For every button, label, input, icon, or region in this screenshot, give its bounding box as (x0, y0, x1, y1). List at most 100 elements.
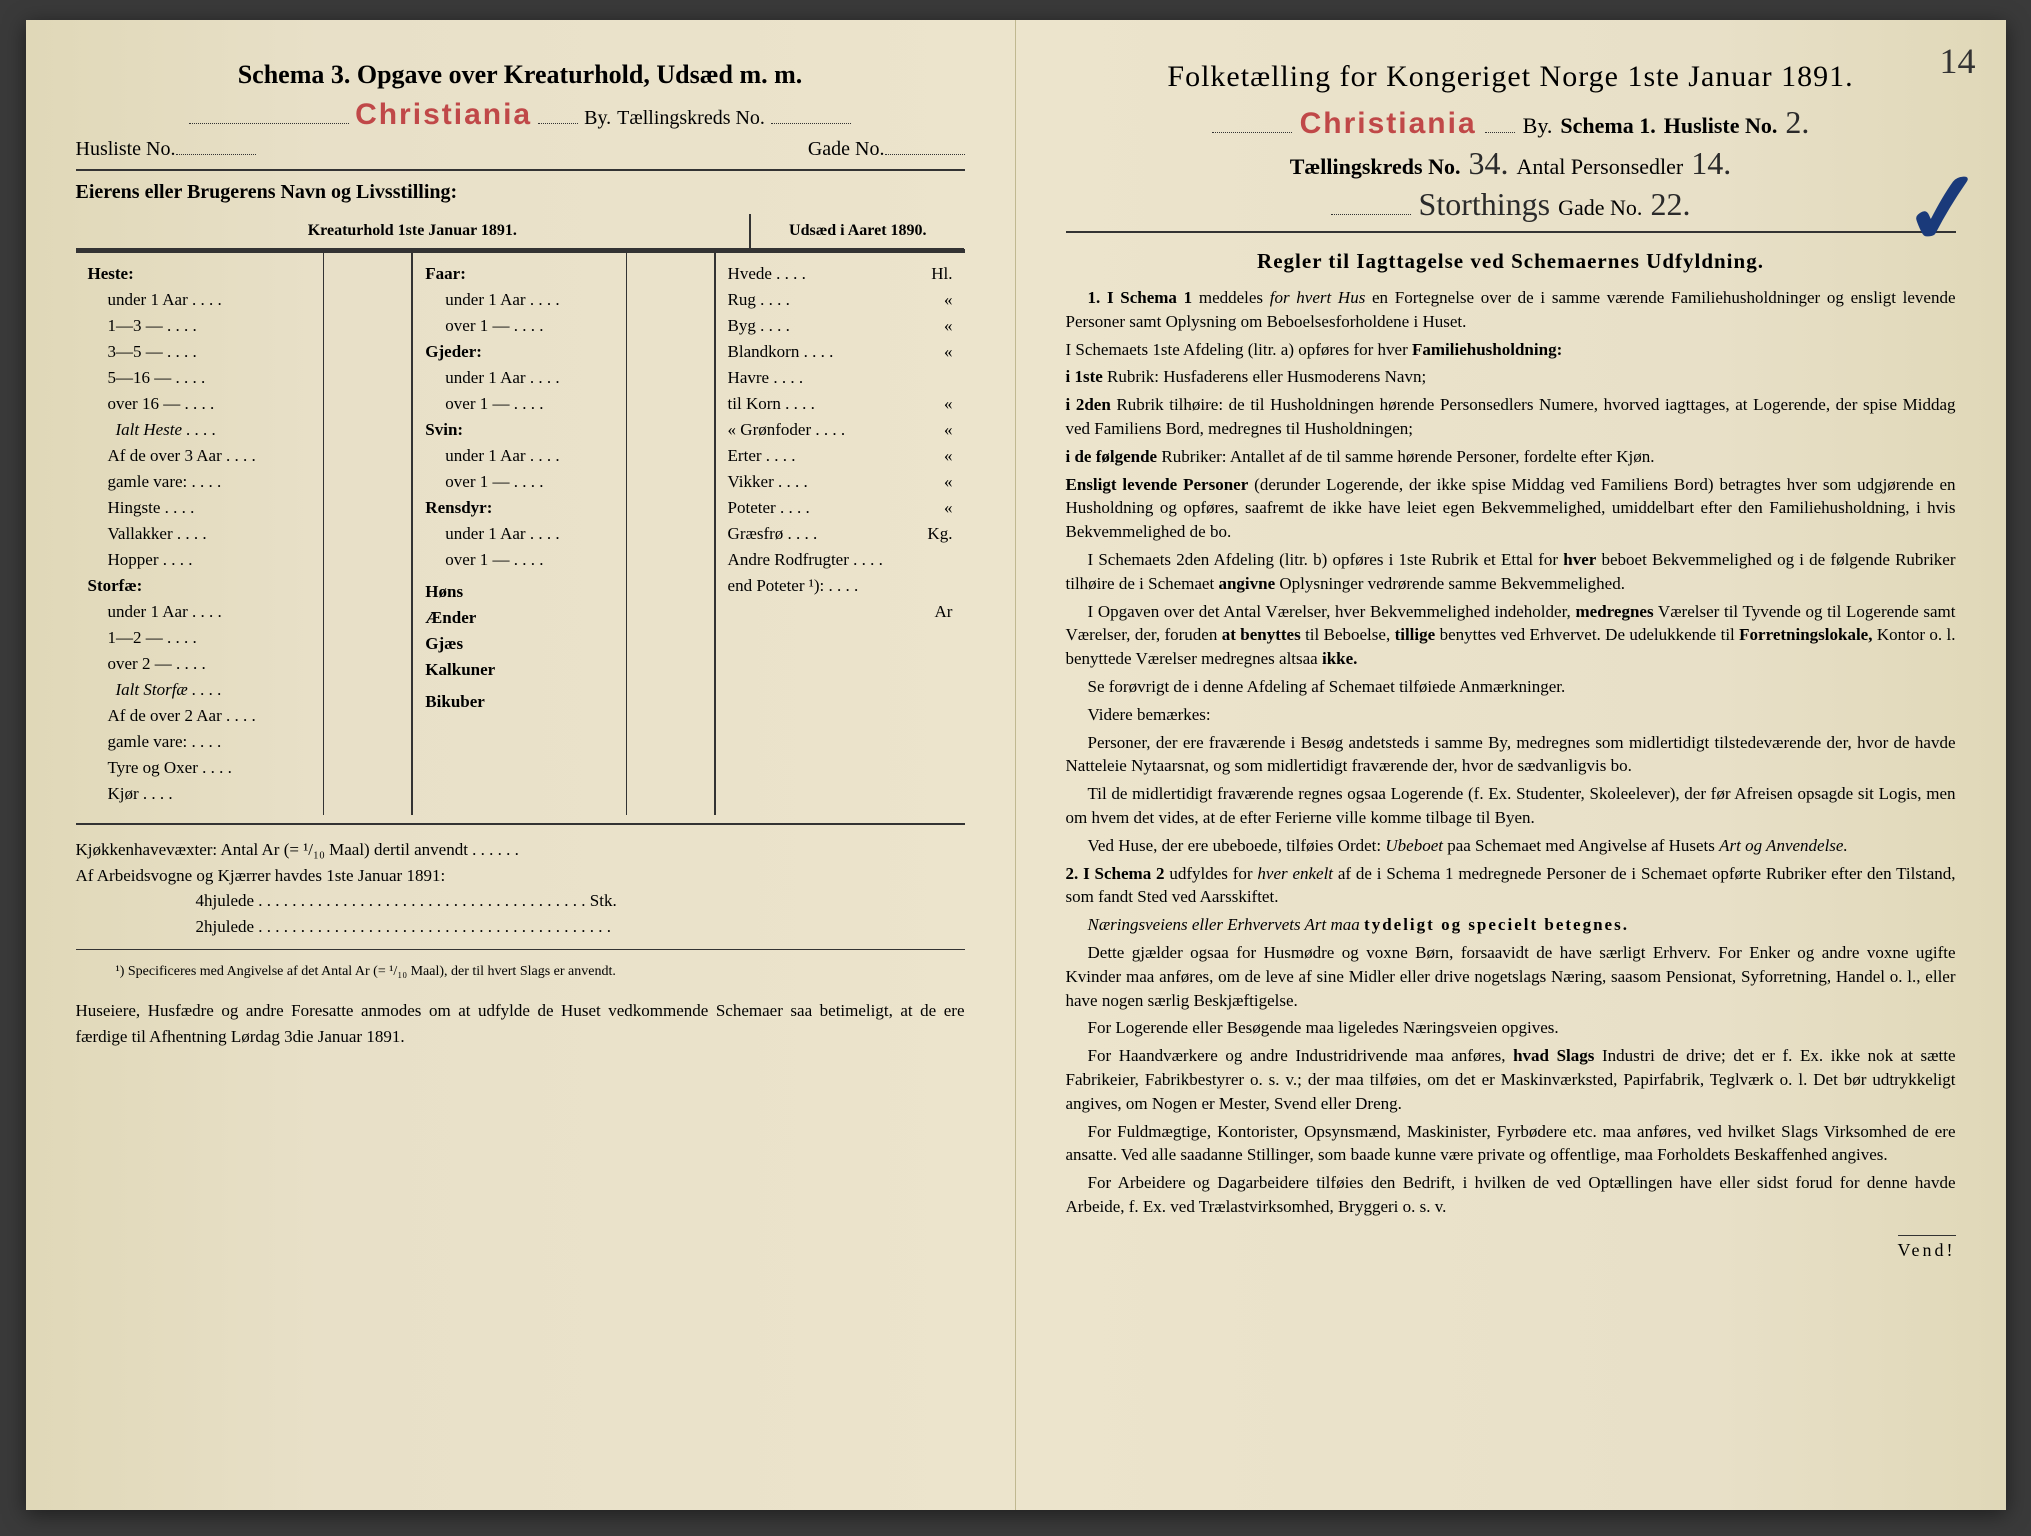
table-row: Hingste (88, 495, 312, 521)
rule-paragraph: For Arbeidere og Dagarbeidere tilføies d… (1066, 1171, 1956, 1219)
rule-paragraph: 1. I Schema 1 meddeles for hvert Hus en … (1066, 286, 1956, 334)
table-row: Vikker« (728, 469, 953, 495)
table-row: Vallakker (88, 521, 312, 547)
gade-value: 22. (1650, 186, 1690, 223)
table-row: end Poteter ¹): (728, 573, 953, 599)
table-row: 5—16 — (88, 365, 312, 391)
owner-label: Eierens eller Brugerens Navn og Livsstil… (76, 181, 965, 204)
table-row: under 1 Aar (425, 521, 613, 547)
rule-paragraph: Ensligt levende Personer (derunder Loger… (1066, 473, 1956, 544)
rule-paragraph: Til de midlertidigt fraværende regnes og… (1066, 782, 1956, 830)
table-row: Gjæs (425, 631, 613, 657)
livestock-table: Heste:under 1 Aar1—3 —3—5 —5—16 —over 16… (76, 251, 965, 815)
rule-paragraph: Næringsveiens eller Erhvervets Art maa t… (1066, 913, 1956, 937)
table-row: under 1 Aar (88, 599, 312, 625)
table-row: over 1 — (425, 547, 613, 573)
table-row: Kalkuner (425, 657, 613, 683)
rule-paragraph: I Schemaets 1ste Afdeling (litr. a) opfø… (1066, 338, 1956, 362)
table-row: Ialt Heste (88, 417, 312, 443)
table-row: Andre Rodfrugter (728, 547, 953, 573)
kreds-value: 34. (1468, 145, 1508, 182)
city-stamp-left: Christiania (355, 98, 532, 132)
table-row: til Korn« (728, 391, 953, 417)
rule-paragraph: i 2den Rubrik tilhøire: de til Husholdni… (1066, 393, 1956, 441)
table-row: 1—3 — (88, 313, 312, 339)
table-row: Poteter« (728, 495, 953, 521)
husliste-value: 2. (1785, 104, 1809, 141)
rule-paragraph: i 1ste Rubrik: Husfaderens eller Husmode… (1066, 365, 1956, 389)
corner-page-number: 14 (1940, 40, 1976, 82)
table-row: over 1 — (425, 313, 613, 339)
table-row: under 1 Aar (425, 443, 613, 469)
table-row: Erter« (728, 443, 953, 469)
table-row: Heste: (88, 261, 312, 287)
table-row: over 16 — (88, 391, 312, 417)
table-row: Af de over 2 Aar (88, 703, 312, 729)
table-row: under 1 Aar (425, 287, 613, 313)
table-row: over 1 — (425, 391, 613, 417)
table-row: 1—2 — (88, 625, 312, 651)
table-row: Blandkorn« (728, 339, 953, 365)
street-value: Storthings (1419, 186, 1551, 223)
footnote: ¹) Specificeres med Angivelse af det Ant… (76, 964, 965, 980)
table-row: Tyre og Oxer (88, 755, 312, 781)
animals-col-1: Heste:under 1 Aar1—3 —3—5 —5—16 —over 16… (76, 253, 325, 815)
vend-label: Vend! (1898, 1235, 1956, 1261)
table-row: over 1 — (425, 469, 613, 495)
table-row: Rensdyr: (425, 495, 613, 521)
table-row: Ialt Storfæ (88, 677, 312, 703)
schema3-title: Schema 3. Opgave over Kreaturhold, Udsæd… (76, 60, 965, 90)
crops-col: HvedeHl.Rug«Byg«Blandkorn«Havre til Korn… (716, 253, 965, 815)
right-street-row: Storthings Gade No. 22. (1066, 186, 1956, 223)
rule-paragraph: Personer, der ere fraværende i Besøg and… (1066, 731, 1956, 779)
closing-text: Huseiere, Husfædre og andre Foresatte an… (76, 998, 965, 1049)
left-husliste-row: Husliste No. Gade No. (76, 138, 965, 161)
animals-col-3: Faar:under 1 Aarover 1 —Gjeder:under 1 A… (413, 253, 626, 815)
table-row: gamle vare: (88, 469, 312, 495)
rule-paragraph: Ved Huse, der ere ubeboede, tilføies Ord… (1066, 834, 1956, 858)
table-row: 3—5 — (88, 339, 312, 365)
table-row: Ar (728, 599, 953, 625)
rule-paragraph: i de følgende Rubriker: Antallet af de t… (1066, 445, 1956, 469)
table-row: Hopper (88, 547, 312, 573)
table-row: under 1 Aar (88, 287, 312, 313)
table-row: « Grønfoder« (728, 417, 953, 443)
table-row: Faar: (425, 261, 613, 287)
table-row: under 1 Aar (425, 365, 613, 391)
city-stamp-right: Christiania (1300, 107, 1477, 141)
rule-paragraph: For Fuldmægtige, Kontorister, Opsynsmænd… (1066, 1120, 1956, 1168)
table-row: Svin: (425, 417, 613, 443)
left-city-row: Christiania By. Tællingskreds No. (76, 98, 965, 132)
rule-paragraph: I Opgaven over det Antal Værelser, hver … (1066, 600, 1956, 671)
table-row: GræsfrøKg. (728, 521, 953, 547)
rule-paragraph: Videre bemærkes: (1066, 703, 1956, 727)
rule-paragraph: I Schemaets 2den Afdeling (litr. b) opfø… (1066, 548, 1956, 596)
rules-title: Regler til Iagttagelse ved Schemaernes U… (1066, 249, 1956, 274)
checkmark-annotation: ✓ (1897, 147, 1991, 271)
table-row: HvedeHl. (728, 261, 953, 287)
table-header: Kreaturhold 1ste Januar 1891. Udsæd i Aa… (76, 214, 965, 251)
rule-paragraph: 2. I Schema 2 udfyldes for hver enkelt a… (1066, 862, 1956, 910)
document-spread: Schema 3. Opgave over Kreaturhold, Udsæd… (26, 20, 2006, 1510)
table-row: Gjeder: (425, 339, 613, 365)
right-city-row: Christiania By. Schema 1. Husliste No. 2… (1066, 104, 1956, 141)
table-row: Rug« (728, 287, 953, 313)
rule-paragraph: Dette gjælder ogsaa for Husmødre og voxn… (1066, 941, 1956, 1012)
census-title: Folketælling for Kongeriget Norge 1ste J… (1066, 60, 1956, 94)
table-row: Høns (425, 579, 613, 605)
table-row: Byg« (728, 313, 953, 339)
left-page: Schema 3. Opgave over Kreaturhold, Udsæd… (26, 20, 1016, 1510)
right-kreds-row: Tællingskreds No. 34. Antal Personsedler… (1066, 145, 1956, 182)
table-row: gamle vare: (88, 729, 312, 755)
table-row: Kjør (88, 781, 312, 807)
antal-value: 14. (1691, 145, 1731, 182)
footer-block: Kjøkkenhavevæxter: Antal Ar (= ¹/₁₀ Maal… (76, 837, 965, 939)
table-row: Ænder (425, 605, 613, 631)
table-row: Storfæ: (88, 573, 312, 599)
table-row: Af de over 3 Aar (88, 443, 312, 469)
rules-body: 1. I Schema 1 meddeles for hvert Hus en … (1066, 286, 1956, 1219)
rule-paragraph: Se forøvrigt de i denne Afdeling af Sche… (1066, 675, 1956, 699)
rule-paragraph: For Logerende eller Besøgende maa ligele… (1066, 1016, 1956, 1040)
rule-paragraph: For Haandværkere og andre Industridriven… (1066, 1044, 1956, 1115)
right-page: 14 ✓ Folketælling for Kongeriget Norge 1… (1016, 20, 2006, 1510)
